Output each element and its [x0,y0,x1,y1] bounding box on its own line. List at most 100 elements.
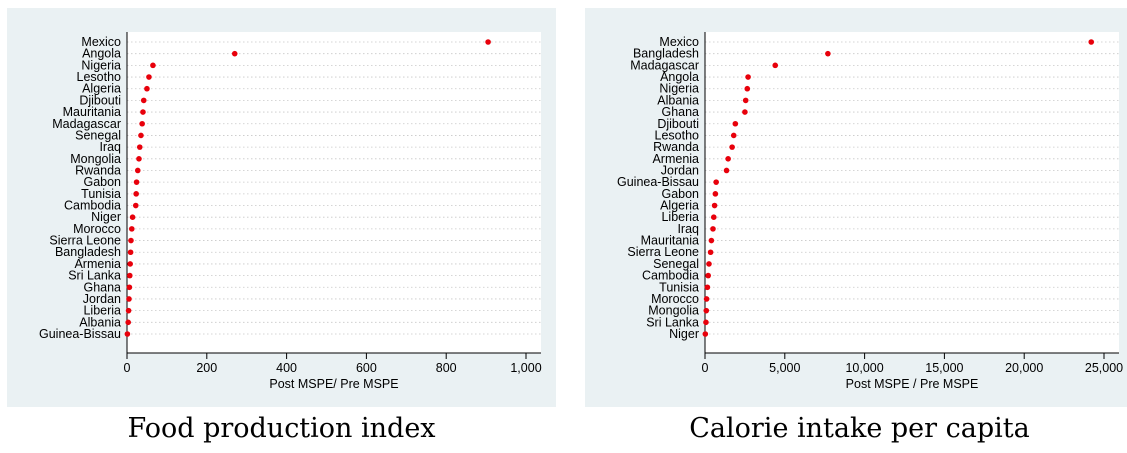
food-point-tunisia [133,191,139,197]
calorie-point-rwanda [729,144,735,150]
calorie-point-armenia [725,156,731,162]
calorie-category-label-albania: Albania [657,93,699,107]
calorie-point-morocco [703,296,710,302]
food-point-djibouti [140,97,147,104]
calorie-category-label-gabon: Gabon [661,187,699,201]
food-point-mongolia [136,156,142,162]
food-category-label-lesotho: Lesotho [77,70,122,84]
calorie-category-label-cambodia: Cambodia [642,269,699,283]
food-point-liberia [125,307,132,314]
food-point-guinea-bissau [124,331,131,337]
calorie-category-label-rwanda: Rwanda [653,140,699,154]
calorie-category-label-sierra-leone: Sierra Leone [627,245,699,259]
food-category-label-gabon: Gabon [83,175,121,189]
calorie-point-madagascar [772,62,779,69]
calorie-point-iraq [710,226,716,232]
calorie-category-label-sri-lanka: Sri Lanka [646,315,699,329]
calorie-category-label-lesotho: Lesotho [655,128,700,142]
calorie-category-label-liberia: Liberia [661,210,699,224]
food-point-cambodia [132,202,139,209]
calorie-category-label-algeria: Algeria [660,199,699,213]
food-point-bangladesh [127,249,134,256]
calorie-category-label-iraq: Iraq [677,222,699,236]
food-category-label-mexico: Mexico [81,35,121,49]
calorie-category-label-jordan: Jordan [661,163,699,177]
calorie-category-label-niger: Niger [669,327,699,341]
food-category-label-sri-lanka: Sri Lanka [68,269,121,283]
calorie-category-label-mauritania: Mauritania [641,234,699,248]
calorie-intake-plot: MexicoBangladeshMadagascarAngolaNigeriaA… [617,32,1123,391]
calorie-category-label-bangladesh: Bangladesh [633,47,699,61]
food-category-label-nigeria: Nigeria [81,58,121,72]
food-point-gabon [133,179,140,185]
food-category-label-tunisia: Tunisia [81,187,121,201]
food-point-niger [129,214,136,220]
food-category-label-morocco: Morocco [73,222,121,236]
food-point-albania [125,319,131,326]
calorie-category-label-angola: Angola [660,70,699,84]
calorie-category-label-morocco: Morocco [651,292,699,306]
calorie-point-senegal [706,261,712,267]
caption-calorie-intake: Calorie intake per capita [689,413,1030,444]
calorie-x-tick-label: 20,000 [1005,361,1043,375]
food-category-label-niger: Niger [91,210,121,224]
calorie-point-jordan [723,167,730,174]
food-category-label-bangladesh: Bangladesh [55,245,121,259]
calorie-category-label-mexico: Mexico [659,35,699,49]
calorie-category-label-guinea-bissau: Guinea-Bissau [617,175,699,189]
calorie-point-mexico [1088,39,1095,45]
food-point-rwanda [134,167,141,174]
food-point-nigeria [150,62,156,69]
food-x-tick-label: 1,000 [510,361,541,375]
calorie-point-liberia [710,214,717,220]
calorie-point-sierra-leone [707,249,714,256]
food-x-tick-label: 0 [124,361,131,375]
food-x-tick-label: 800 [436,361,457,375]
food-plot-area [127,32,541,353]
food-x-tick-label: 200 [196,361,217,375]
calorie-x-tick-label: 10,000 [845,361,883,375]
food-point-angola [231,50,238,57]
calorie-point-mongolia [703,307,710,314]
calorie-point-tunisia [704,284,711,291]
food-category-label-djibouti: Djibouti [79,93,121,107]
calorie-category-label-tunisia: Tunisia [659,280,699,294]
calorie-x-tick-label: 15,000 [925,361,963,375]
calorie-plot-area [705,32,1119,353]
calorie-point-djibouti [732,120,739,127]
calorie-point-ghana [742,109,748,115]
chart-panel-calorie-intake: Mexico Bangladesh Madagascar Angola Nigeria A… [585,8,1127,407]
calorie-point-algeria [711,202,718,209]
food-point-mexico [485,39,491,45]
calorie-category-label-nigeria: Nigeria [659,82,699,96]
food-category-label-mauritania: Mauritania [63,105,121,119]
food-category-label-angola: Angola [82,47,121,61]
calorie-point-nigeria [744,85,751,92]
calorie-point-lesotho [730,132,737,139]
calorie-point-guinea-bissau [713,179,719,185]
food-point-armenia [127,261,133,267]
food-point-morocco [128,226,135,232]
food-category-label-mongolia: Mongolia [70,152,121,166]
calorie-category-label-ghana: Ghana [661,105,699,119]
calorie-x-tick-label: 25,000 [1085,361,1123,375]
food-x-tick-label: 400 [276,361,297,375]
food-category-label-algeria: Algeria [82,82,121,96]
food-x-axis-title: Post MSPE/ Pre MSPE [269,377,398,391]
calorie-x-tick-label: 0 [702,361,709,375]
food-point-lesotho [146,74,152,80]
calorie-category-label-djibouti: Djibouti [657,117,699,131]
food-category-label-armenia: Armenia [74,257,121,271]
food-point-madagascar [139,120,145,127]
food-category-label-sierra-leone: Sierra Leone [49,234,121,248]
food-point-mauritania [140,109,146,115]
calorie-x-tick-label: 5,000 [769,361,800,375]
calorie-point-niger [702,331,709,337]
food-category-label-liberia: Liberia [83,304,121,318]
food-category-label-senegal: Senegal [75,128,121,142]
calorie-point-angola [745,74,751,80]
food-point-sri-lanka [126,272,133,279]
calorie-category-label-madagascar: Madagascar [630,58,699,72]
calorie-point-cambodia [705,272,711,279]
calorie-point-mauritania [708,237,715,244]
